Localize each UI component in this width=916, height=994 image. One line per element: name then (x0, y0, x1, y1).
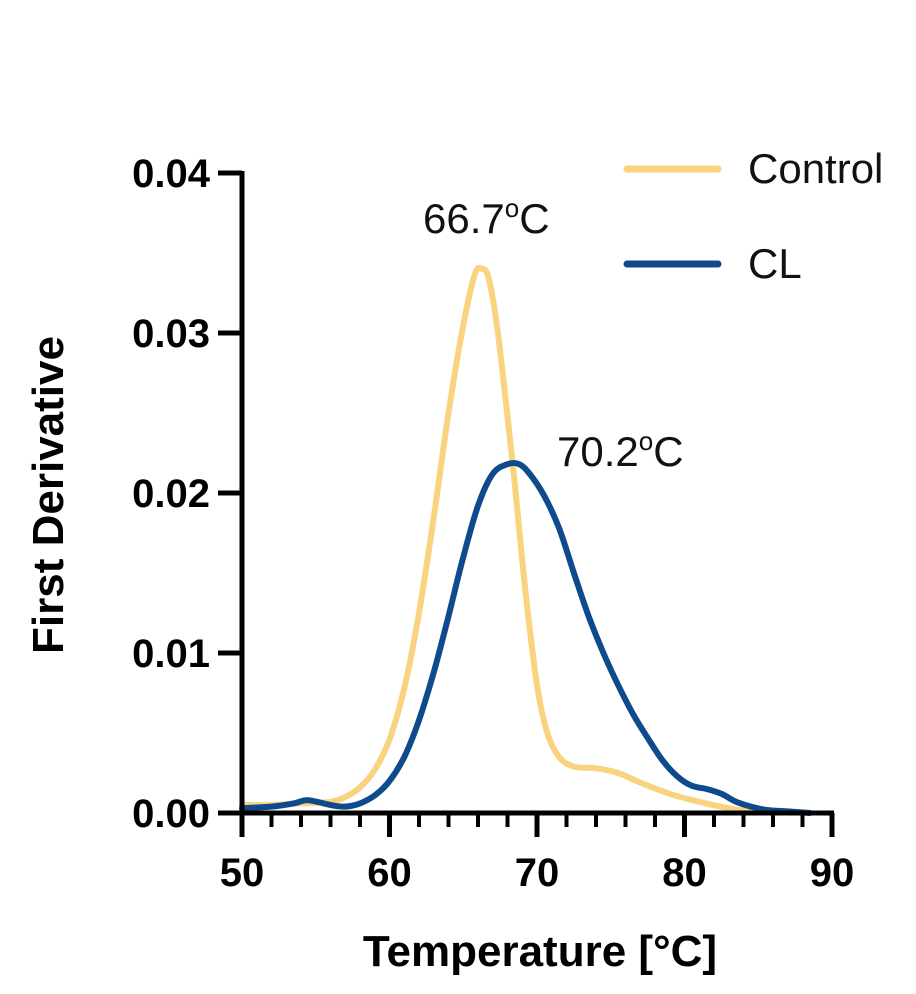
series-lines (239, 264, 813, 816)
peak-annotation: 70.2oC (557, 426, 684, 475)
y-tick-label: 0.03 (132, 312, 210, 356)
legend-label-control: Control (748, 145, 883, 192)
x-axis-ticks: 50 60 70 80 90 (220, 813, 855, 895)
y-tick-label: 0.04 (132, 152, 211, 196)
x-tick-label: 80 (662, 851, 707, 895)
peak-annotation: 66.7oC (423, 193, 550, 242)
legend-label-cl: CL (748, 240, 802, 287)
series-line-cl (239, 460, 813, 816)
y-tick-label: 0.01 (132, 632, 210, 676)
annotations: 66.7oC 70.2oC (423, 193, 684, 475)
y-axis-ticks: 0.00 0.01 0.02 0.03 0.04 (132, 152, 242, 836)
y-axis-title: First Derivative (24, 336, 73, 654)
x-tick-label: 60 (367, 851, 412, 895)
x-tick-label: 90 (810, 851, 855, 895)
series-line-control (239, 264, 754, 815)
y-tick-label: 0.02 (132, 472, 210, 516)
legend: Control CL (623, 145, 883, 287)
x-tick-label: 50 (220, 851, 265, 895)
x-tick-label: 70 (515, 851, 560, 895)
y-tick-label: 0.00 (132, 792, 210, 836)
x-axis-title: Temperature [°C] (363, 927, 717, 976)
